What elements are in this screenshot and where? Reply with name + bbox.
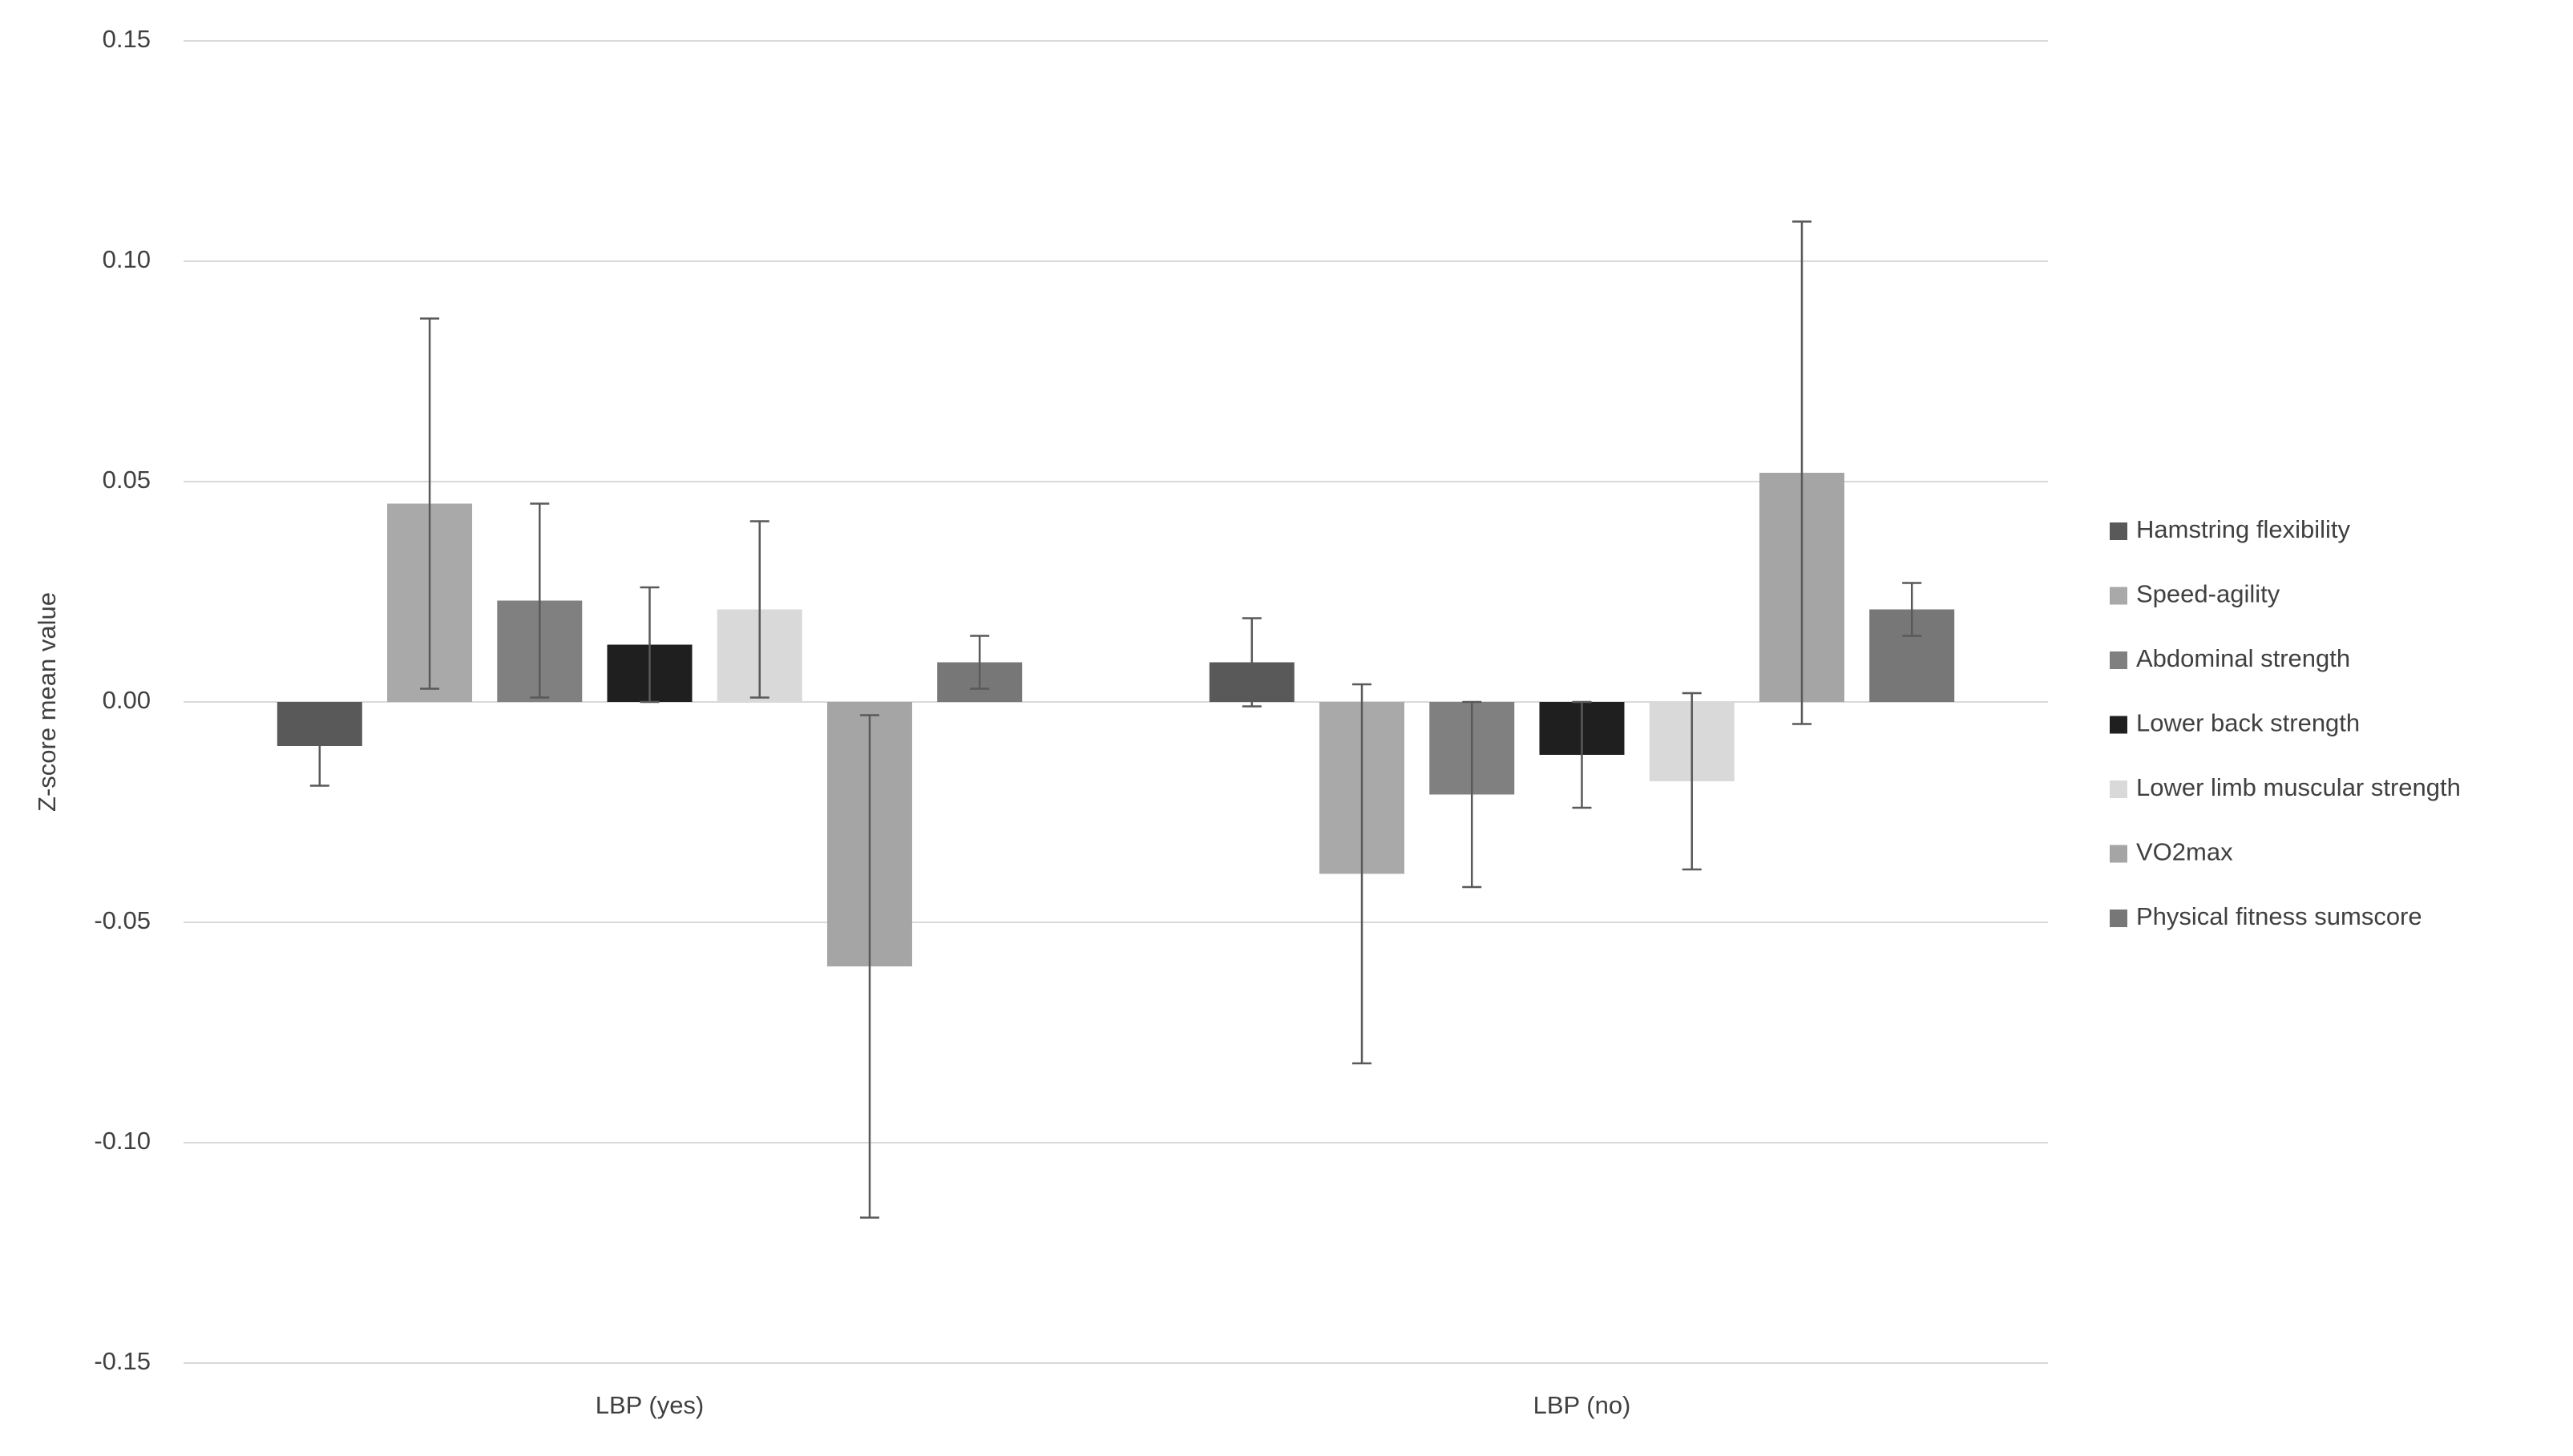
error-bar: [1462, 700, 1482, 889]
y-tick-label: -0.05: [94, 906, 151, 934]
legend-label: Lower limb muscular strength: [2136, 773, 2461, 801]
legend-label: VO2max: [2136, 838, 2233, 866]
legend-label: Speed-agility: [2136, 580, 2280, 608]
error-bar: [970, 635, 990, 690]
error-bar: [1682, 692, 1702, 871]
legend-label: Hamstring flexibility: [2136, 515, 2351, 543]
error-bar: [1902, 582, 1922, 637]
x-tick-label: LBP (yes): [596, 1391, 705, 1419]
legend-swatch: [2110, 780, 2127, 798]
y-tick-label: 0.15: [103, 25, 151, 53]
error-bar: [1791, 220, 1812, 725]
error-bar: [1572, 700, 1592, 809]
legend-swatch: [2110, 651, 2127, 669]
error-bar: [309, 705, 329, 787]
legend-swatch: [2110, 587, 2127, 605]
error-bar: [640, 586, 660, 704]
legend-swatch: [2110, 845, 2127, 863]
legend-swatch: [2110, 909, 2127, 927]
error-bar: [530, 502, 550, 699]
y-tick-label: 0.05: [103, 466, 151, 494]
x-tick-label: LBP (no): [1533, 1391, 1631, 1419]
error-bar: [420, 317, 440, 690]
error-bar: [1242, 617, 1262, 708]
y-tick-label: -0.15: [94, 1347, 151, 1375]
legend-label: Lower back strength: [2136, 709, 2360, 737]
error-bar: [859, 714, 879, 1219]
error-bar: [749, 520, 769, 699]
legend-swatch: [2110, 522, 2127, 540]
y-tick-label: -0.10: [94, 1127, 151, 1155]
y-axis-title: Z-score mean value: [33, 592, 61, 812]
legend-label: Physical fitness sumscore: [2136, 902, 2422, 930]
legend-label: Abdominal strength: [2136, 644, 2350, 672]
legend-swatch: [2110, 716, 2127, 734]
y-tick-label: 0.10: [103, 245, 151, 273]
y-tick-label: 0.00: [103, 686, 151, 714]
error-bar: [1352, 683, 1372, 1065]
